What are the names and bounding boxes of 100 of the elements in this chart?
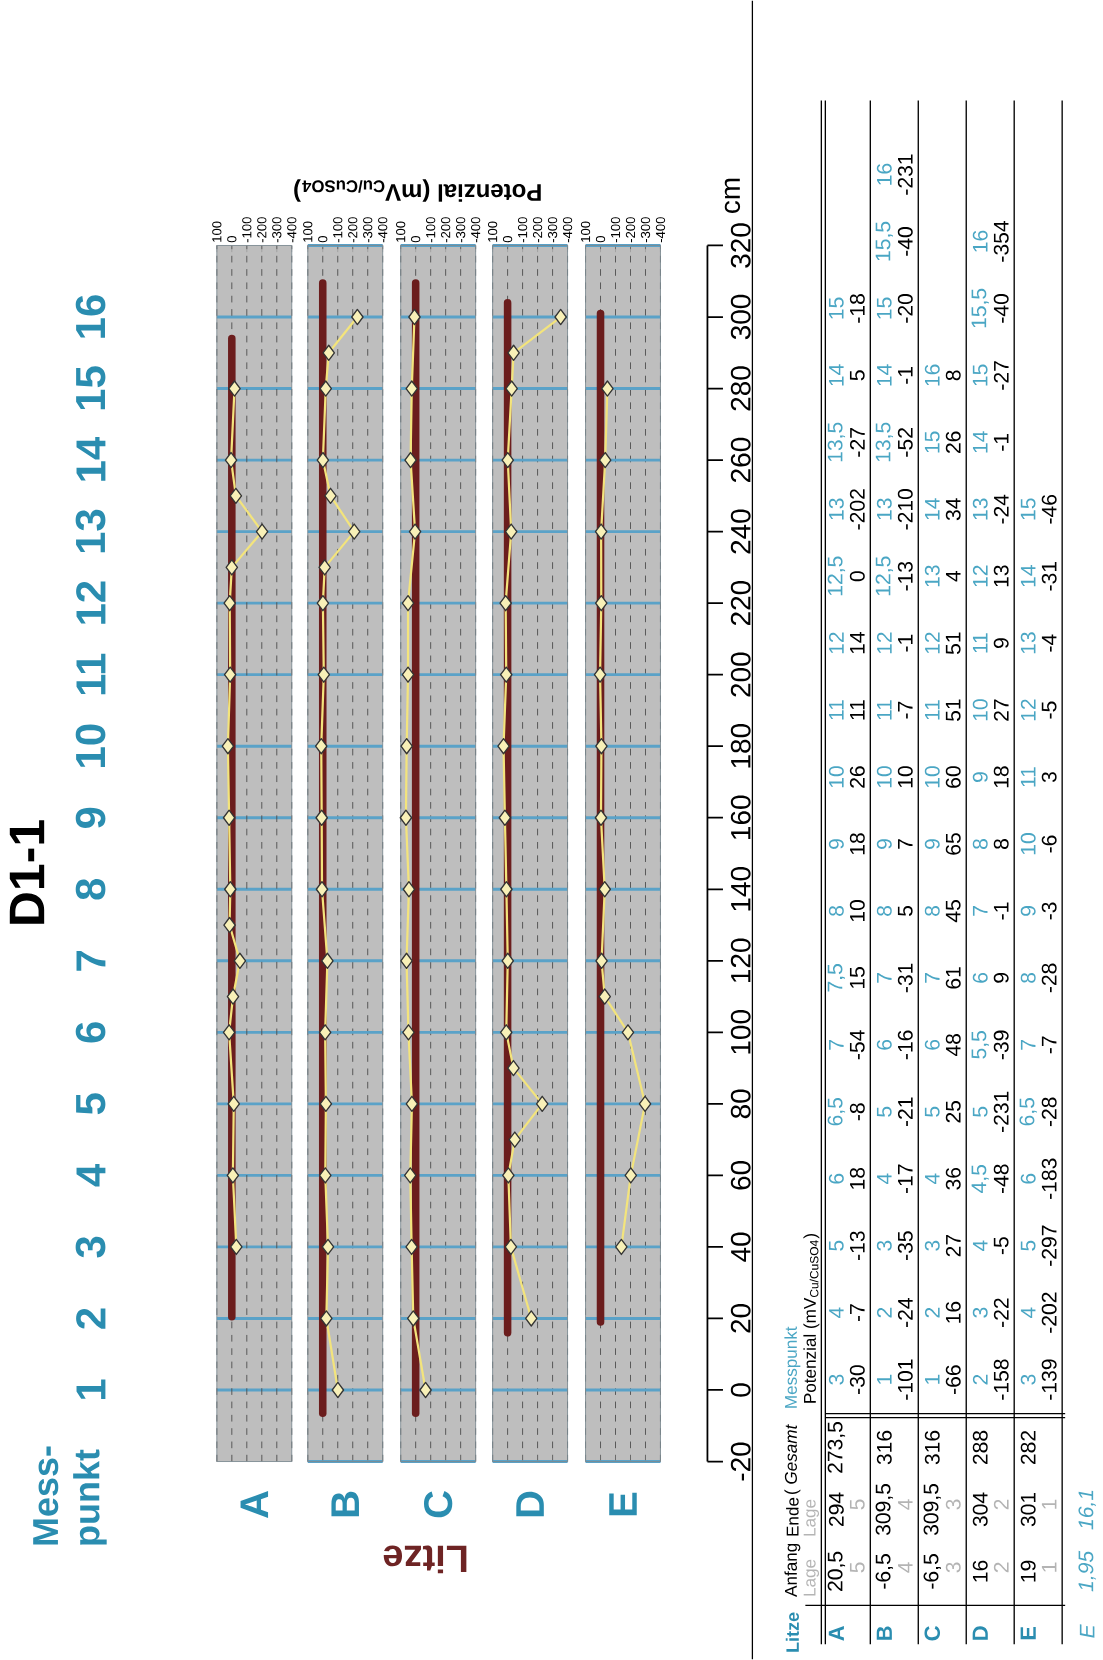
text: 14 xyxy=(876,364,892,386)
text: 282 xyxy=(1020,1430,1036,1465)
text: -7 xyxy=(897,701,913,719)
y2-axis-title: cm xyxy=(724,178,740,213)
text: 10 xyxy=(897,766,913,788)
text: -210 xyxy=(897,489,913,530)
text: 4 xyxy=(945,570,961,582)
text: -5 xyxy=(993,1237,1009,1255)
text: 4 xyxy=(924,1173,940,1185)
text: -35 xyxy=(897,1231,913,1260)
text: Potenzial (mV$_{Cu/CuSO4}$) xyxy=(803,1234,820,1403)
text: 51 xyxy=(945,632,961,655)
text: -21 xyxy=(897,1097,913,1127)
text: 8 xyxy=(945,370,961,381)
text: 5 xyxy=(876,1106,892,1117)
x-tick-label: -100 xyxy=(425,217,436,243)
text: 15 xyxy=(828,297,844,319)
text: 4,5 xyxy=(971,1164,989,1193)
text: 13 xyxy=(924,565,940,587)
text: -18 xyxy=(849,294,865,323)
text: -6,5 xyxy=(923,1554,941,1589)
text: 16 xyxy=(924,364,940,386)
text: -4 xyxy=(1041,634,1057,652)
text: 301 xyxy=(1020,1492,1036,1527)
x-tick-label: 100 xyxy=(580,221,591,242)
text: 8 xyxy=(993,839,1009,849)
text: 288 xyxy=(972,1430,988,1465)
x-tick-label: 0 xyxy=(595,236,606,243)
text: 7 xyxy=(828,1040,844,1050)
text: -66 xyxy=(945,1365,961,1394)
text: D1-1 xyxy=(9,820,45,924)
text: 18 xyxy=(849,1167,865,1189)
text: 5 xyxy=(972,1106,988,1117)
x-tick-label: -200 xyxy=(532,217,543,243)
text: 4 xyxy=(897,1499,913,1510)
text: 13,5 xyxy=(827,422,845,462)
y-tick-label: 14 xyxy=(76,436,106,481)
y2-tick-label: 160 xyxy=(730,795,751,839)
text: 10 xyxy=(1020,833,1036,855)
text: 18 xyxy=(849,833,865,855)
text: 4 xyxy=(972,1240,988,1252)
x-tick-label: -100 xyxy=(610,217,621,243)
text: -30 xyxy=(849,1365,865,1394)
y2-tick-label: 20 xyxy=(730,1304,751,1333)
text: 61 xyxy=(945,967,961,989)
y-tick-label: 8 xyxy=(75,878,106,900)
text: -46 xyxy=(1041,494,1057,524)
x-tick-label: -200 xyxy=(347,217,358,243)
text: 45 xyxy=(945,900,961,923)
text: 27 xyxy=(945,1235,961,1257)
x-tick-label: -400 xyxy=(655,217,666,243)
y-tick-label: 1 xyxy=(76,1379,106,1400)
text: 14 xyxy=(972,431,988,453)
text: 273,5 xyxy=(827,1422,845,1473)
x-tick-label: 100 xyxy=(212,221,222,242)
text: 316 xyxy=(876,1430,892,1465)
text: 14 xyxy=(828,364,844,386)
text: 13 xyxy=(993,565,1009,587)
text: Litze xyxy=(785,1612,799,1652)
text: 8 xyxy=(972,839,988,849)
text: 11 xyxy=(1020,767,1036,787)
text: 7,5 xyxy=(827,964,845,992)
text: -1 xyxy=(993,433,1009,451)
text: -39 xyxy=(993,1030,1009,1060)
x-tick-label: 0 xyxy=(227,236,237,243)
text: 1,95 xyxy=(1078,1550,1096,1592)
text: 13 xyxy=(876,498,892,520)
text: 15 xyxy=(1020,498,1036,520)
text: 15 xyxy=(849,967,865,989)
x-tick-label: -100 xyxy=(332,217,343,243)
text: Lage xyxy=(803,1559,819,1596)
x-tick-label: -400 xyxy=(377,217,388,243)
text: 9 xyxy=(876,839,892,849)
text: -6,5 xyxy=(875,1554,893,1589)
text: Potenzial (mV$_{Cu/CuSO4}$) xyxy=(294,179,541,202)
text: -13 xyxy=(897,561,913,591)
text: 2 xyxy=(993,1499,1009,1510)
text: -297 xyxy=(1041,1225,1057,1266)
text: 316 xyxy=(924,1430,940,1465)
text: 8 xyxy=(1020,972,1036,983)
text: 309,5 xyxy=(875,1483,893,1536)
y-tick-label: 15 xyxy=(76,366,106,410)
text: 11 xyxy=(828,700,844,720)
text: 5 xyxy=(849,1499,865,1510)
text: 48 xyxy=(945,1034,961,1057)
text: -54 xyxy=(849,1030,865,1060)
text: 15 xyxy=(876,297,892,319)
text: 6 xyxy=(924,1039,940,1050)
text: 1 xyxy=(1041,1562,1057,1572)
y2-tick-label: -20 xyxy=(730,1442,751,1481)
text: 13 xyxy=(828,498,844,520)
text: 16,1 xyxy=(1078,1490,1096,1530)
text: Litze xyxy=(383,1545,467,1574)
y2-tick-label: 280 xyxy=(730,366,751,411)
text: -40 xyxy=(897,227,913,256)
x-tick-label: -200 xyxy=(257,217,267,243)
y2-tick-label: 300 xyxy=(730,294,751,340)
text: -3 xyxy=(1041,902,1057,920)
text: 12 xyxy=(924,632,940,654)
text: B xyxy=(876,1626,892,1640)
